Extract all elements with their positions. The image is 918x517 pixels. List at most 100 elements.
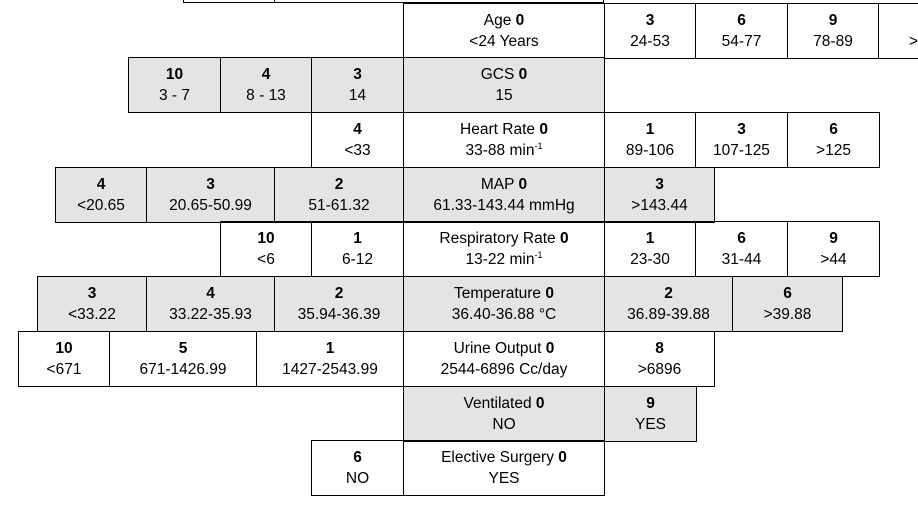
heart-rate-high-cell: 6 >125 xyxy=(787,112,880,168)
points-value: 4 xyxy=(96,176,106,193)
temperature-low-cell: 3 <33.22 xyxy=(37,276,147,332)
range-text: >125 xyxy=(816,142,851,159)
range-text: <24 Years xyxy=(469,33,539,50)
range-text: 36.40-36.88 °C xyxy=(451,306,557,323)
age-high-cell: > xyxy=(878,3,918,59)
elective-surgery-low-cell: 6 NO xyxy=(311,440,404,496)
range-text: 14 xyxy=(348,87,367,104)
urine-output-label-cell: Urine Output 0 2544-6896 Cc/day xyxy=(403,331,605,387)
range-text: >39.88 xyxy=(763,306,812,323)
range-text: 36.89-39.88 xyxy=(627,306,710,323)
points-value: 2 xyxy=(334,285,344,302)
respiratory-rate-low-cell: 10 <6 xyxy=(220,221,312,277)
temperature-low-cell: 4 33.22-35.93 xyxy=(146,276,275,332)
points-value: 9 xyxy=(829,230,838,247)
range-text: 61.33-143.44 mmHg xyxy=(433,197,575,214)
range-text: 33.22-35.93 xyxy=(169,306,252,323)
ventilated-high-cell: 9 YES xyxy=(604,386,697,442)
points-value: 10 xyxy=(257,230,275,247)
points-value: 6 xyxy=(783,285,792,302)
points-value: 1 xyxy=(325,340,335,357)
baseline-score: 0 xyxy=(518,66,528,83)
points-value: 3 xyxy=(737,121,746,138)
map-label-cell: MAP 0 61.33-143.44 mmHg xyxy=(403,167,605,223)
range-text: >6896 xyxy=(637,361,682,378)
points-value: 4 xyxy=(353,121,362,138)
baseline-score: 0 xyxy=(545,285,554,302)
points-value: 8 xyxy=(655,340,664,357)
points-value: 6 xyxy=(737,12,746,29)
map-low-cell: 4 <20.65 xyxy=(55,167,147,223)
range-text: 1427-2543.99 xyxy=(282,361,378,378)
points-value: 10 xyxy=(165,66,184,83)
points-value: 9 xyxy=(828,12,838,29)
range-text: <33.22 xyxy=(68,306,116,323)
parameter-name: MAP xyxy=(480,176,519,193)
age-label-cell: Age 0 <24 Years xyxy=(403,3,605,59)
cropped-row-edge xyxy=(183,0,604,3)
baseline-score: 0 xyxy=(545,340,555,357)
respiratory-rate-label-cell: Respiratory Rate 0 13-22 min-1 xyxy=(403,221,605,277)
range-text: 35.94-36.39 xyxy=(297,306,381,323)
baseline-score: 0 xyxy=(535,395,545,412)
points-value: 3 xyxy=(655,176,664,193)
range-text: 8 - 13 xyxy=(246,87,286,104)
range-text: <6 xyxy=(257,251,275,268)
parameter-name: Respiratory Rate xyxy=(439,230,560,247)
urine-output-low-cell: 1 1427-2543.99 xyxy=(256,331,404,387)
map-low-cell: 3 20.65-50.99 xyxy=(146,167,275,223)
gcs-low-cell: 10 3 - 7 xyxy=(128,57,221,113)
range-text: NO xyxy=(492,416,516,433)
range-text: NO xyxy=(345,470,370,487)
range-text: <671 xyxy=(46,361,82,378)
range-text: 78-89 xyxy=(813,33,853,50)
heart-rate-low-cell: 4 <33 xyxy=(311,112,404,168)
parameter-name: Ventilated xyxy=(463,395,536,412)
range-text: > xyxy=(909,33,918,50)
range-text: >44 xyxy=(820,251,847,268)
urine-output-high-cell: 8 >6896 xyxy=(604,331,715,387)
range-text: 51-61.32 xyxy=(308,197,370,214)
range-text: 20.65-50.99 xyxy=(169,197,252,214)
points-value: 6 xyxy=(829,121,838,138)
cropped-row-divider xyxy=(274,0,275,3)
baseline-score: 0 xyxy=(515,12,525,29)
ventilated-label-cell: Ventilated 0 NO xyxy=(403,386,605,442)
respiratory-rate-high-cell: 6 31-44 xyxy=(695,221,788,277)
parameter-name: Age xyxy=(483,12,516,29)
range-text: <33 xyxy=(344,142,371,159)
points-value: 6 xyxy=(737,230,746,247)
age-high-cell: 6 54-77 xyxy=(695,3,788,59)
map-low-cell: 2 51-61.32 xyxy=(274,167,404,223)
range-text: 31-44 xyxy=(721,251,762,268)
points-value: 5 xyxy=(178,340,188,357)
range-text: YES xyxy=(488,470,520,487)
range-text: 33-88 min xyxy=(465,142,535,159)
points-value: 3 xyxy=(87,285,97,302)
points-value: 9 xyxy=(646,395,655,412)
range-text: 2544-6896 Cc/day xyxy=(440,361,568,378)
heart-rate-label-cell: Heart Rate 0 33-88 min-1 xyxy=(403,112,605,168)
parameter-name: GCS xyxy=(480,66,519,83)
temperature-low-cell: 2 35.94-36.39 xyxy=(274,276,404,332)
age-high-cell: 3 24-53 xyxy=(604,3,696,59)
points-value: 2 xyxy=(334,176,344,193)
points-value: 3 xyxy=(353,66,362,83)
baseline-score: 0 xyxy=(539,121,548,138)
baseline-score: 0 xyxy=(558,449,567,466)
urine-output-low-cell: 5 671-1426.99 xyxy=(109,331,257,387)
gcs-low-cell: 4 8 - 13 xyxy=(220,57,312,113)
points-value: 10 xyxy=(55,340,73,357)
heart-rate-high-cell: 3 107-125 xyxy=(695,112,788,168)
urine-output-low-cell: 10 <671 xyxy=(18,331,110,387)
parameter-name: Urine Output xyxy=(453,340,546,357)
parameter-name: Temperature xyxy=(454,285,546,302)
map-high-cell: 3 >143.44 xyxy=(604,167,715,223)
range-text: 89-106 xyxy=(625,142,675,159)
range-text: >143.44 xyxy=(631,197,688,214)
temperature-high-cell: 6 >39.88 xyxy=(732,276,843,332)
respiratory-rate-high-cell: 1 23-30 xyxy=(604,221,696,277)
range-text: 24-53 xyxy=(630,33,670,50)
gcs-label-cell: GCS 0 15 xyxy=(403,57,605,113)
range-text: 107-125 xyxy=(713,142,770,159)
